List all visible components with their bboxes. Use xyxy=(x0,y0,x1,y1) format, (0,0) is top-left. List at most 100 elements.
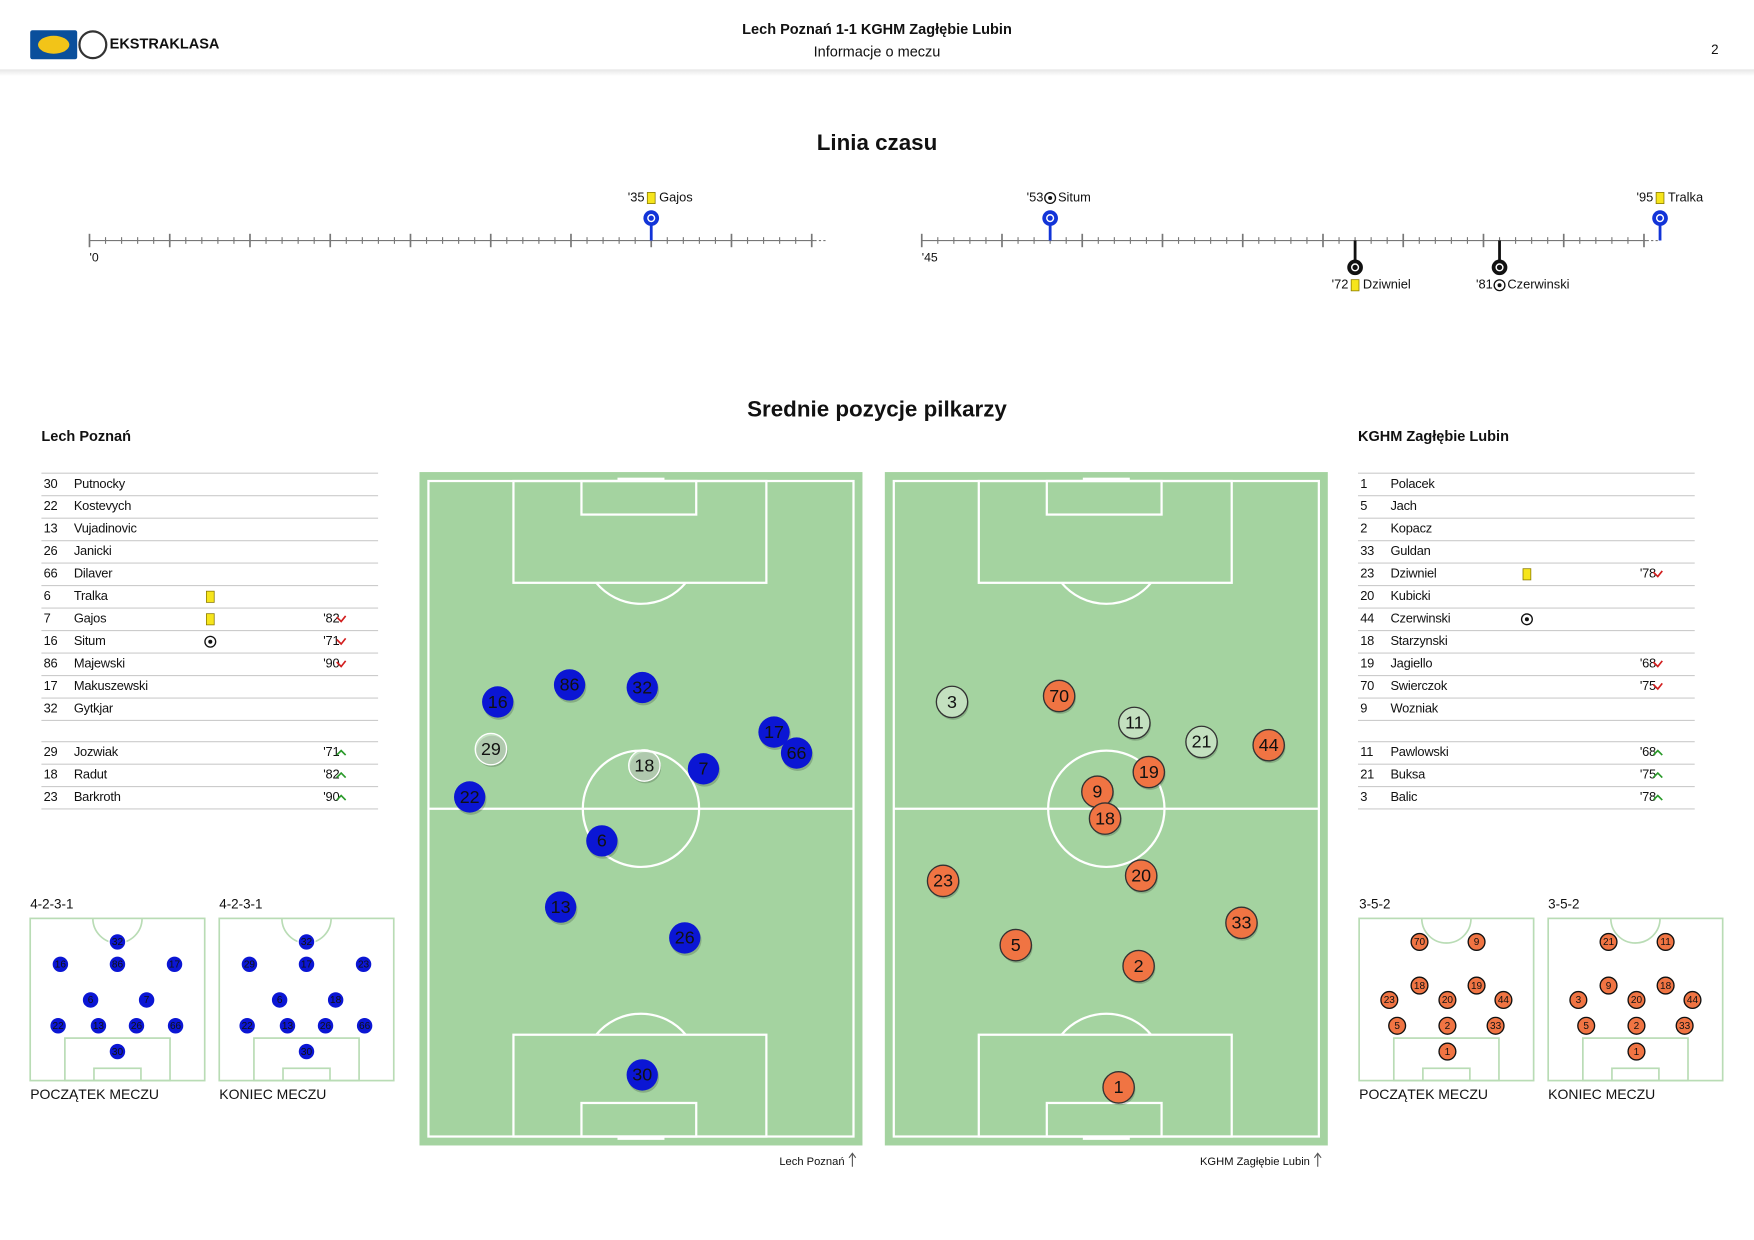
event-pin xyxy=(1652,210,1668,226)
sub-in-icon xyxy=(336,749,347,756)
sub-out-icon xyxy=(336,637,347,646)
mini-player-marker xyxy=(1599,976,1618,995)
event-pin xyxy=(1042,210,1058,226)
mini-player-marker xyxy=(108,955,127,974)
player-name: Janicki xyxy=(74,543,112,558)
goal xyxy=(1082,477,1130,482)
header-shadow xyxy=(0,69,1754,77)
player-name: Makuszewski xyxy=(74,678,148,693)
player-name: Kostevych xyxy=(74,498,131,513)
mini-player-marker xyxy=(127,1016,146,1035)
mini-player-marker xyxy=(316,1016,335,1035)
player-name: Wozniak xyxy=(1390,701,1438,716)
player-number: 7 xyxy=(44,611,51,626)
player-name: Dziwniel xyxy=(1390,566,1436,581)
mini-player-marker xyxy=(240,955,259,974)
mini-pitch-line xyxy=(282,1067,331,1082)
player-number: 70 xyxy=(1360,678,1374,693)
sub-minute: '71 xyxy=(323,633,339,648)
logo-ball xyxy=(78,30,108,60)
mini-player-number: 1 xyxy=(1634,1047,1640,1058)
player-number: 33 xyxy=(1360,543,1374,558)
player-marker-number: 29 xyxy=(481,739,501,759)
sub-out-icon xyxy=(336,660,347,668)
player-number: 26 xyxy=(44,543,58,558)
player-marker xyxy=(586,825,618,857)
player-number: 86 xyxy=(44,656,58,671)
yellow-card-icon xyxy=(205,613,215,626)
player-name: Vujadinovic xyxy=(74,521,138,536)
player-name: Radut xyxy=(74,767,108,782)
mini-pitch-line xyxy=(93,1067,142,1082)
mini-player-marker xyxy=(1438,1042,1457,1061)
event-player: Czerwinski xyxy=(1507,277,1569,292)
mini-player-number: 30 xyxy=(112,1047,124,1058)
player-marker-number: 19 xyxy=(1139,762,1159,782)
sub-in-icon xyxy=(336,794,347,801)
mini-player-number: 26 xyxy=(320,1021,332,1032)
event-pin xyxy=(1491,259,1508,276)
sub-minute: '90 xyxy=(323,789,339,804)
mini-player-number: 22 xyxy=(53,1021,65,1032)
mini-player-marker xyxy=(1627,1016,1646,1035)
mini-player-marker xyxy=(297,932,316,951)
section-title: Srednie pozycje pilkarzy xyxy=(747,396,1007,421)
mini-player-marker xyxy=(108,1042,127,1061)
mini-player-marker xyxy=(1467,932,1486,951)
sub-in-icon xyxy=(1652,794,1663,801)
mini-player-number: 19 xyxy=(1471,981,1483,992)
player-marker-number: 6 xyxy=(597,831,607,851)
player-number: 11 xyxy=(1360,744,1373,759)
sub-minute: '71 xyxy=(323,744,339,759)
player-name: Kubicki xyxy=(1390,588,1430,603)
pitch-line xyxy=(1060,582,1152,605)
player-number: 6 xyxy=(44,588,51,603)
mini-player-marker xyxy=(1599,932,1618,951)
mini-player-marker xyxy=(1410,976,1429,995)
player-name: Kopacz xyxy=(1390,521,1432,536)
player-number: 18 xyxy=(44,767,58,782)
pitch-caption: KGHM Zagłębie Lubin xyxy=(1200,1156,1310,1168)
mini-player-number: 21 xyxy=(1603,937,1615,948)
sub-in-icon xyxy=(1652,749,1663,756)
player-marker xyxy=(687,753,720,785)
header-title: Lech Poznań 1-1 KGHM Zagłębie Lubin xyxy=(742,22,1012,38)
player-marker xyxy=(544,891,577,923)
sub-minute: '78 xyxy=(1640,566,1656,581)
event-player: Dziwniel xyxy=(1363,277,1411,292)
player-marker-number: 32 xyxy=(632,677,652,697)
player-marker xyxy=(474,732,508,766)
mini-player-number: 30 xyxy=(301,1047,313,1058)
mini-player-number: 2 xyxy=(1634,1021,1640,1032)
mini-pitch-line xyxy=(1609,918,1661,944)
player-name: Pawlowski xyxy=(1390,744,1448,759)
player-name: Barkroth xyxy=(74,789,121,804)
event-pin xyxy=(1347,259,1363,276)
player-marker xyxy=(926,864,960,898)
player-marker-number: 21 xyxy=(1192,732,1212,752)
mini-player-number: 18 xyxy=(1414,981,1426,992)
mini-player-marker xyxy=(89,1016,108,1035)
mini-player-marker xyxy=(1494,990,1513,1010)
sub-out-icon xyxy=(1652,570,1663,578)
player-marker-number: 44 xyxy=(1259,735,1279,755)
player-number: 3 xyxy=(1360,789,1367,804)
mini-player-marker xyxy=(1388,1016,1407,1035)
mini-player-marker xyxy=(1486,1016,1505,1035)
player-marker-number: 23 xyxy=(933,871,953,891)
mini-player-number: 26 xyxy=(131,1021,143,1032)
attack-arrow xyxy=(848,1152,857,1167)
formation-name: 4-2-3-1 xyxy=(219,897,262,912)
player-marker xyxy=(1122,949,1155,983)
player-marker-number: 20 xyxy=(1131,865,1151,885)
goal xyxy=(1082,1136,1130,1140)
player-number: 32 xyxy=(44,701,58,716)
player-number: 29 xyxy=(44,744,58,759)
sub-minute: '82 xyxy=(323,767,339,782)
player-marker-number: 11 xyxy=(1125,713,1144,733)
player-marker-number: 3 xyxy=(947,692,957,712)
event-player: Gajos xyxy=(659,189,693,204)
player-marker xyxy=(758,716,790,748)
event-pin-core xyxy=(1046,214,1055,223)
event-minute: '35 xyxy=(628,189,645,204)
